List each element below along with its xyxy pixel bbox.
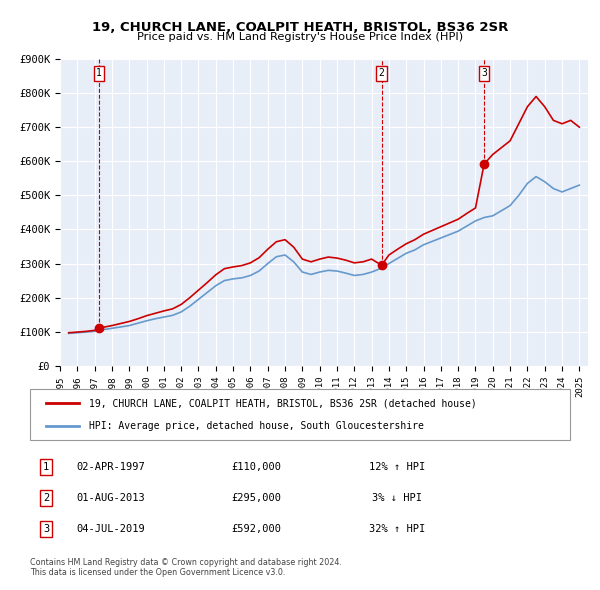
Text: 19, CHURCH LANE, COALPIT HEATH, BRISTOL, BS36 2SR: 19, CHURCH LANE, COALPIT HEATH, BRISTOL,…	[92, 21, 508, 34]
Text: 12% ↑ HPI: 12% ↑ HPI	[369, 462, 425, 472]
Text: 2: 2	[43, 493, 49, 503]
Text: 3: 3	[43, 524, 49, 534]
Text: This data is licensed under the Open Government Licence v3.0.: This data is licensed under the Open Gov…	[30, 568, 286, 576]
Text: HPI: Average price, detached house, South Gloucestershire: HPI: Average price, detached house, Sout…	[89, 421, 424, 431]
Text: £592,000: £592,000	[232, 524, 282, 534]
Text: 32% ↑ HPI: 32% ↑ HPI	[369, 524, 425, 534]
Text: 04-JUL-2019: 04-JUL-2019	[77, 524, 145, 534]
Text: 3% ↓ HPI: 3% ↓ HPI	[372, 493, 422, 503]
Text: £110,000: £110,000	[232, 462, 282, 472]
Text: Contains HM Land Registry data © Crown copyright and database right 2024.: Contains HM Land Registry data © Crown c…	[30, 558, 342, 566]
Text: 1: 1	[96, 68, 102, 78]
Text: 1: 1	[43, 462, 49, 472]
FancyBboxPatch shape	[30, 389, 570, 440]
Text: 19, CHURCH LANE, COALPIT HEATH, BRISTOL, BS36 2SR (detached house): 19, CHURCH LANE, COALPIT HEATH, BRISTOL,…	[89, 398, 477, 408]
Text: Price paid vs. HM Land Registry's House Price Index (HPI): Price paid vs. HM Land Registry's House …	[137, 32, 463, 42]
Text: 2: 2	[379, 68, 385, 78]
Text: 01-AUG-2013: 01-AUG-2013	[77, 493, 145, 503]
Text: £295,000: £295,000	[232, 493, 282, 503]
Text: 3: 3	[481, 68, 487, 78]
Text: 02-APR-1997: 02-APR-1997	[77, 462, 145, 472]
